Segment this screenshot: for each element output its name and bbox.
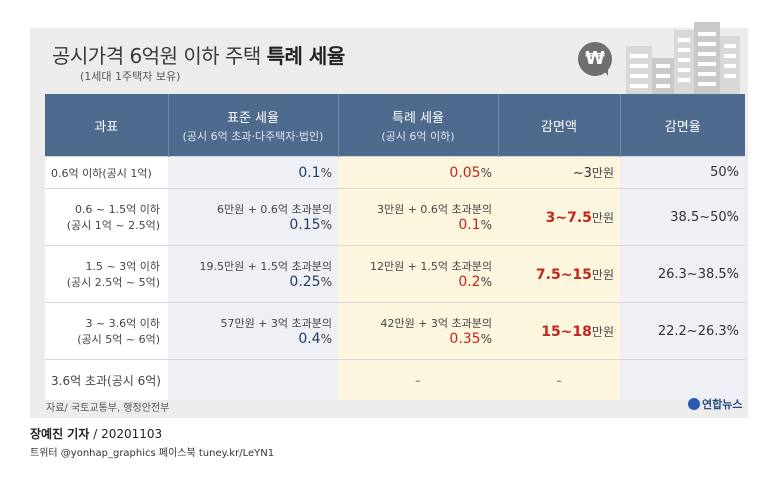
bracket-cell: 1.5 ~ 3억 이하 (공시 2.5억 ~ 5억)	[45, 245, 168, 303]
reduction-rate-cell: 22.2~26.3%	[620, 302, 745, 360]
yonhap-logo-icon	[688, 398, 700, 410]
reduction-amount-cell: 7.5~15만원	[498, 245, 620, 303]
reduction-amount-cell: 15~18만원	[498, 302, 620, 360]
yonhap-logo: 연합뉴스	[688, 396, 742, 412]
reduction-rate-cell: 38.5~50%	[620, 188, 745, 246]
special-rate-cell: 0.05%	[338, 156, 498, 189]
bracket-cell: 3.6억 초과(공시 6억)	[45, 359, 168, 400]
reduction-rate-cell	[620, 359, 745, 400]
special-rate-cell: 3만원 + 0.6억 초과분의 0.1%	[338, 188, 498, 246]
reduction-amount-cell: 3~7.5만원	[498, 188, 620, 246]
title-bold: 특례 세율	[266, 44, 346, 68]
reduction-amount-cell: ~3만원	[498, 156, 620, 189]
reporter-credit: 장예진 기자 / 20201103	[30, 427, 163, 441]
source-note: 자료/ 국토교통부, 행정안전부	[46, 403, 170, 414]
standard-rate-cell: 0.1%	[168, 156, 338, 189]
bracket-cell: 0.6억 이하(공시 1억)	[45, 156, 168, 189]
table-row: 1.5 ~ 3억 이하 (공시 2.5억 ~ 5억) 19.5만원 + 1.5억 …	[45, 245, 745, 303]
table-row: 0.6 ~ 1.5억 이하 (공시 1억 ~ 2.5억) 6만원 + 0.6억 초…	[45, 188, 745, 246]
header-reduction-amount: 감면액	[497, 94, 620, 157]
tax-rate-table: 과표 표준 세율 (공시 6억 초과·다주택자·법인) 특례 세율 (공시 6억 이…	[45, 94, 745, 400]
standard-rate-cell	[168, 359, 338, 400]
header-reduction-rate: 감면율	[619, 94, 745, 157]
header-standard-rate: 표준 세율 (공시 6억 초과·다주택자·법인)	[167, 94, 338, 157]
page-title: 공시가격 6억원 이하 주택 특례 세율	[52, 40, 345, 69]
standard-rate-cell: 19.5만원 + 1.5억 초과분의 0.25%	[168, 245, 338, 303]
header-bracket: 과표	[45, 94, 168, 157]
reduction-amount-cell: –	[498, 359, 620, 400]
bracket-cell: 0.6 ~ 1.5억 이하 (공시 1억 ~ 2.5억)	[45, 188, 168, 246]
reduction-rate-cell: 50%	[620, 156, 745, 189]
standard-rate-cell: 57만원 + 3억 초과분의 0.4%	[168, 302, 338, 360]
special-rate-cell: 12만원 + 1.5억 초과분의 0.2%	[338, 245, 498, 303]
won-icon: ₩	[578, 42, 612, 76]
header-special-rate: 특례 세율 (공시 6억 이하)	[337, 94, 498, 157]
social-credit: 트위터 @yonhap_graphics 페이스북 tuney.kr/LeYN1	[30, 448, 275, 459]
standard-rate-cell: 6만원 + 0.6억 초과분의 0.15%	[168, 188, 338, 246]
page-subtitle: (1세대 1주택자 보유)	[80, 70, 181, 83]
bracket-cell: 3 ~ 3.6억 이하 (공시 5억 ~ 6억)	[45, 302, 168, 360]
reduction-rate-cell: 26.3~38.5%	[620, 245, 745, 303]
table-row: 3.6억 초과(공시 6억) – –	[45, 359, 745, 400]
table-row: 0.6억 이하(공시 1억) 0.1% 0.05% ~3만원 50%	[45, 156, 745, 189]
table-row: 3 ~ 3.6억 이하 (공시 5억 ~ 6억) 57만원 + 3억 초과분의 0.…	[45, 302, 745, 360]
special-rate-cell: 42만원 + 3억 초과분의 0.35%	[338, 302, 498, 360]
title-light: 공시가격 6억원 이하 주택	[52, 44, 261, 68]
table-header-row: 과표 표준 세율 (공시 6억 초과·다주택자·법인) 특례 세율 (공시 6억 이…	[45, 94, 745, 157]
special-rate-cell: –	[338, 359, 498, 400]
